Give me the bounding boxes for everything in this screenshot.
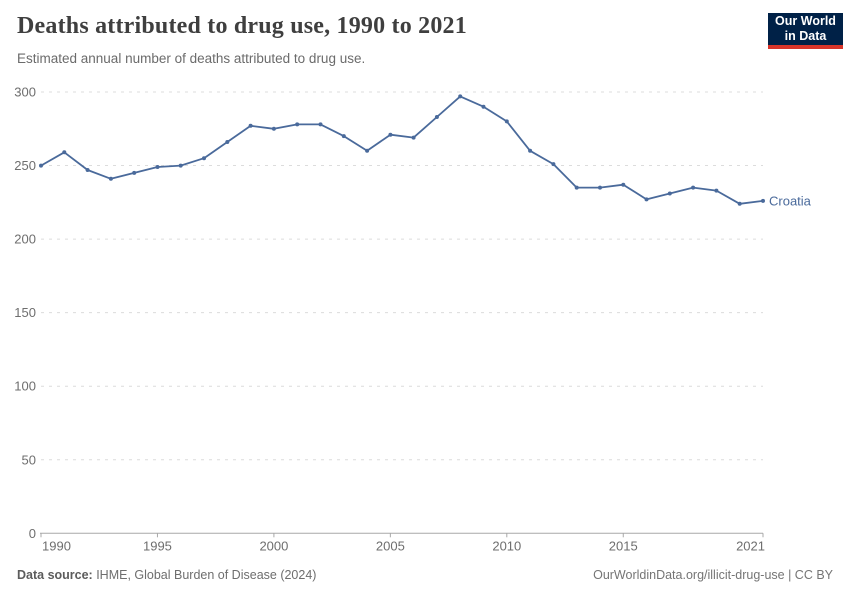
data-point-2015[interactable] [621, 182, 626, 187]
line-series-croatia[interactable] [40, 95, 764, 205]
data-point-2019[interactable] [714, 188, 719, 193]
data-point-1999[interactable] [248, 123, 253, 128]
chart-title: Deaths attributed to drug use, 1990 to 2… [17, 13, 467, 39]
y-tick-label-0: 0 [29, 526, 36, 541]
data-point-1990[interactable] [39, 163, 43, 168]
data-point-2008[interactable] [458, 94, 463, 99]
data-point-1991[interactable] [62, 150, 67, 155]
owid-logo-line2: in Data [784, 29, 827, 43]
data-point-1995[interactable] [155, 165, 160, 169]
data-point-2000[interactable] [271, 126, 276, 131]
data-source-note: Data source: IHME, Global Burden of Dise… [17, 568, 316, 582]
data-point-2003[interactable] [341, 134, 346, 139]
y-tick-label-250: 250 [14, 158, 36, 173]
data-point-1996[interactable] [178, 163, 183, 168]
chart-subtitle: Estimated annual number of deaths attrib… [17, 51, 366, 66]
y-tick-label-200: 200 [14, 232, 36, 247]
data-point-2020[interactable] [737, 201, 742, 206]
data-point-2021[interactable] [761, 198, 765, 203]
data-point-2018[interactable] [691, 185, 696, 190]
data-point-1992[interactable] [85, 168, 90, 172]
data-point-2001[interactable] [295, 122, 300, 127]
data-point-1994[interactable] [132, 170, 137, 175]
series-label-croatia[interactable]: Croatia [769, 193, 812, 208]
data-source-value: IHME, Global Burden of Disease (2024) [92, 568, 317, 582]
x-tick-label-2021: 2021 [736, 538, 765, 553]
data-point-2004[interactable] [365, 148, 370, 153]
x-tick-label-2010: 2010 [492, 538, 521, 553]
x-tick-label-1990: 1990 [42, 538, 71, 553]
data-point-1993[interactable] [108, 176, 113, 181]
owid-logo[interactable]: Our World in Data [768, 13, 843, 49]
data-point-2005[interactable] [388, 132, 393, 137]
data-point-2011[interactable] [528, 148, 533, 153]
data-point-2002[interactable] [318, 122, 323, 127]
credit-link[interactable]: OurWorldinData.org/illicit-drug-use | CC… [593, 568, 833, 582]
x-tick-label-1995: 1995 [143, 538, 172, 553]
data-point-2017[interactable] [667, 191, 672, 196]
x-tick-label-2015: 2015 [609, 538, 638, 553]
y-tick-label-50: 50 [22, 452, 36, 467]
owid-logo-line1: Our World [775, 14, 836, 28]
x-tick-label-2005: 2005 [376, 538, 405, 553]
y-tick-label-300: 300 [14, 85, 36, 100]
data-point-2013[interactable] [574, 185, 579, 190]
data-point-2010[interactable] [504, 119, 509, 124]
data-point-2014[interactable] [598, 185, 602, 190]
data-point-2012[interactable] [551, 162, 556, 167]
y-tick-label-100: 100 [14, 379, 36, 394]
data-point-2007[interactable] [434, 115, 439, 119]
x-tick-label-2000: 2000 [259, 538, 288, 553]
data-point-2006[interactable] [411, 135, 416, 140]
data-source-label: Data source: [17, 568, 93, 582]
chart-footer: Data source: IHME, Global Burden of Dise… [17, 568, 833, 582]
data-point-1997[interactable] [202, 156, 206, 161]
y-tick-label-150: 150 [14, 305, 36, 320]
data-point-2016[interactable] [644, 197, 649, 202]
data-point-2009[interactable] [481, 104, 486, 109]
data-point-1998[interactable] [225, 140, 230, 144]
